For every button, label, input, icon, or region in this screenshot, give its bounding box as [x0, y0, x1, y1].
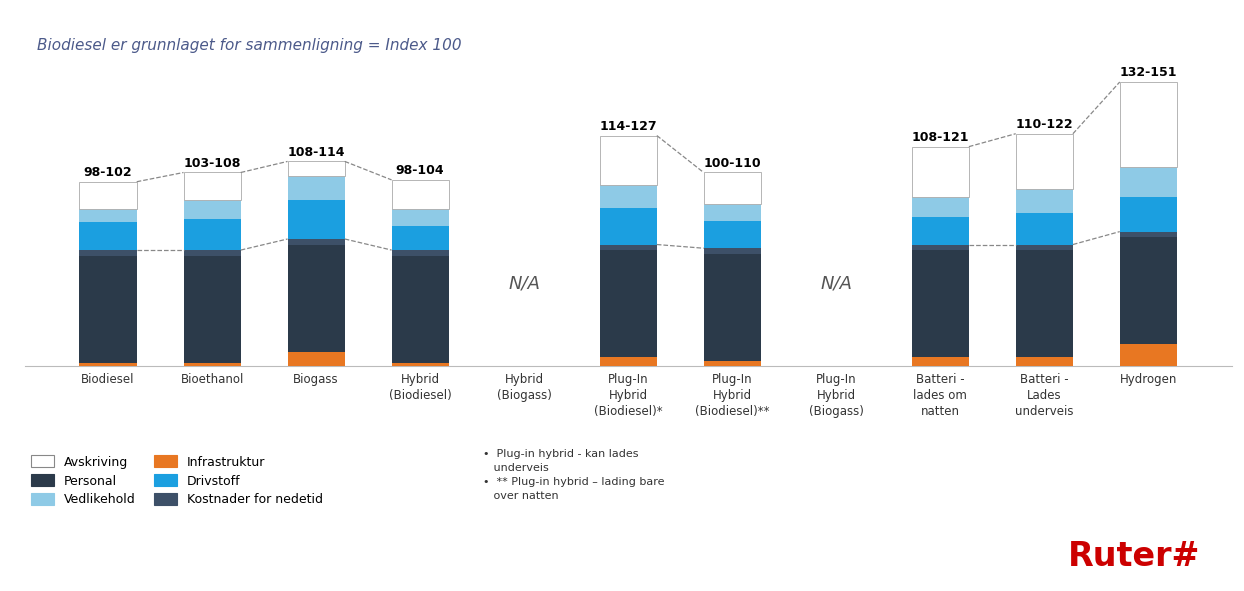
Bar	[912, 245, 969, 250]
Bar	[287, 239, 345, 245]
Bar	[1015, 245, 1072, 250]
Text: Ruter#: Ruter#	[1069, 540, 1200, 573]
Bar	[184, 255, 241, 363]
Bar	[80, 255, 137, 363]
Bar	[184, 363, 241, 366]
Bar	[1120, 82, 1177, 167]
Text: Biodiesel er grunnlaget for sammenligning = Index 100: Biodiesel er grunnlaget for sammenlignin…	[37, 38, 462, 53]
Bar	[1120, 232, 1177, 237]
Bar	[287, 352, 345, 366]
Bar	[1120, 167, 1177, 196]
Bar	[912, 250, 969, 357]
Bar	[392, 255, 449, 363]
Bar	[600, 250, 657, 357]
Bar	[287, 245, 345, 352]
Text: N/A: N/A	[509, 274, 540, 293]
Bar	[184, 250, 241, 255]
Bar	[704, 220, 761, 248]
Bar	[184, 200, 241, 219]
Bar	[600, 207, 657, 245]
Bar	[600, 357, 657, 366]
Bar	[704, 248, 761, 254]
Text: 98-102: 98-102	[83, 166, 132, 179]
Bar	[704, 173, 761, 204]
Bar	[1015, 213, 1072, 245]
Bar	[704, 254, 761, 361]
Text: 98-104: 98-104	[396, 164, 444, 177]
Bar	[1015, 134, 1072, 189]
Text: 100-110: 100-110	[703, 157, 761, 170]
Bar	[287, 176, 345, 200]
Bar	[912, 196, 969, 217]
Bar	[287, 200, 345, 239]
Bar	[392, 363, 449, 366]
Text: 132-151: 132-151	[1120, 66, 1177, 79]
Bar	[184, 219, 241, 250]
Bar	[80, 222, 137, 250]
Bar	[287, 161, 345, 176]
Bar	[912, 357, 969, 366]
Bar	[1015, 250, 1072, 357]
Bar	[1015, 357, 1072, 366]
Bar	[600, 245, 657, 250]
Text: 110-122: 110-122	[1015, 118, 1074, 131]
Bar	[1120, 344, 1177, 366]
Text: 114-127: 114-127	[600, 120, 657, 133]
Bar	[392, 209, 449, 226]
Bar	[184, 173, 241, 200]
Text: 108-114: 108-114	[287, 145, 345, 158]
Bar	[912, 147, 969, 196]
Bar	[392, 226, 449, 250]
Bar	[912, 217, 969, 245]
Bar	[704, 361, 761, 366]
Bar	[600, 135, 657, 186]
Text: 103-108: 103-108	[183, 157, 241, 170]
Bar	[80, 363, 137, 366]
Text: 108-121: 108-121	[912, 131, 969, 144]
Bar	[704, 204, 761, 220]
Text: N/A: N/A	[820, 274, 852, 293]
Bar	[80, 250, 137, 255]
Bar	[392, 180, 449, 209]
Bar	[80, 182, 137, 209]
Bar	[1015, 189, 1072, 213]
Legend: Avskriving, Personal, Vedlikehold, Infrastruktur, Drivstoff, Kostnader for nedet: Avskriving, Personal, Vedlikehold, Infra…	[31, 456, 322, 506]
Bar	[1120, 196, 1177, 232]
Bar	[80, 209, 137, 222]
Bar	[392, 250, 449, 255]
Bar	[600, 186, 657, 207]
Bar	[1120, 237, 1177, 344]
Text: •  Plug-in hybrid - kan lades
   underveis
•  ** Plug-in hybrid – lading bare
  : • Plug-in hybrid - kan lades underveis •…	[484, 449, 666, 501]
